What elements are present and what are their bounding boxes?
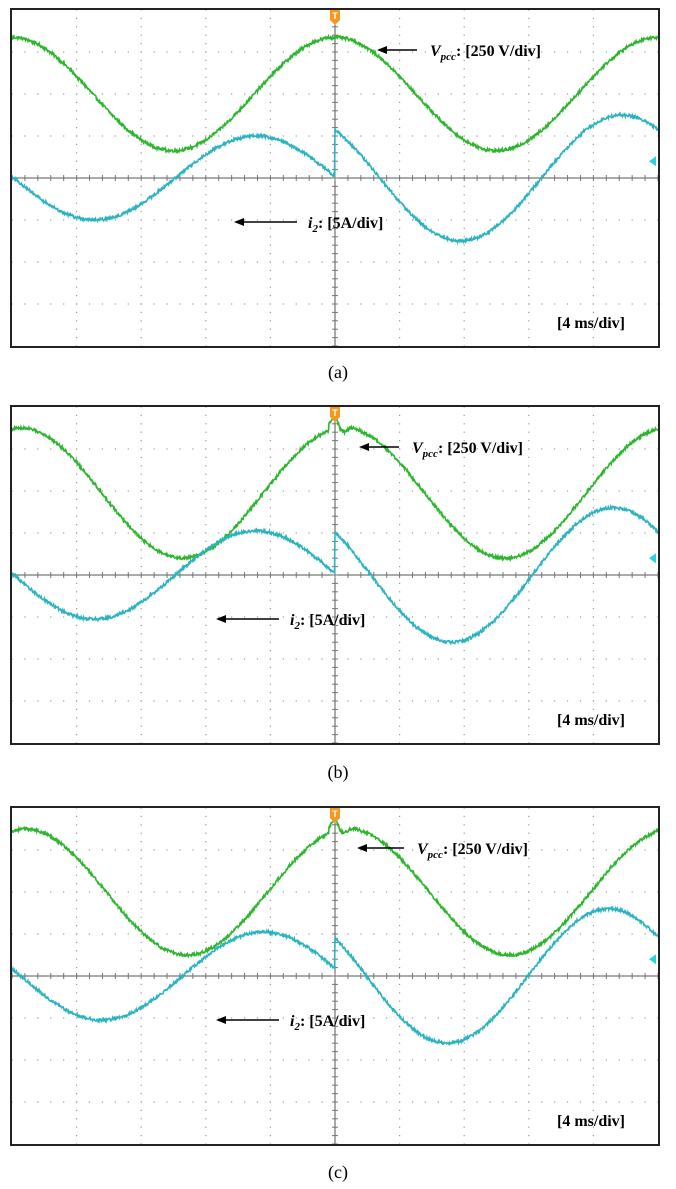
scope-plot-b: T Vpcc: [250 V/div] i2: [5A/div] [4 ms/div]	[12, 407, 658, 743]
scope-plot-c: T Vpcc: [250 V/div] i2: [5A/div] [4 ms/div]	[12, 808, 658, 1144]
scope-panel-c: T Vpcc: [250 V/div] i2: [5A/div] [4 ms/div]	[10, 806, 660, 1146]
trigger-marker-icon: T	[330, 10, 340, 25]
time-div-label: [4 ms/div]	[557, 1113, 625, 1130]
vpcc-arrow-icon	[377, 46, 417, 54]
trigger-marker-label: T	[332, 809, 338, 819]
i2-arrow-icon	[234, 218, 297, 226]
vpcc-trace	[12, 33, 658, 154]
i2-label: i2: [5A/div]	[290, 612, 365, 632]
scope-panel-a: T Vpcc: [250 V/div] i2: [5A/div] [4 ms/div]	[10, 8, 660, 348]
i2-trace	[12, 111, 658, 246]
trigger-marker-label: T	[332, 408, 338, 418]
caption-b: (b)	[327, 762, 349, 782]
i2-arrow-icon	[216, 615, 279, 623]
caption-c: (c)	[328, 1162, 348, 1182]
trigger-marker-icon: T	[330, 808, 340, 823]
time-div-label: [4 ms/div]	[557, 315, 625, 332]
time-div-label: [4 ms/div]	[557, 712, 625, 729]
i2-label: i2: [5A/div]	[308, 215, 383, 235]
ch2-level-marker-icon	[649, 954, 656, 965]
vpcc-arrow-icon	[357, 844, 404, 852]
scope-plot-a: T Vpcc: [250 V/div] i2: [5A/div] [4 ms/div]	[12, 10, 658, 346]
vpcc-label: Vpcc: [250 V/div]	[417, 841, 528, 861]
i2-trace	[12, 905, 658, 1046]
scope-panel-b: T Vpcc: [250 V/div] i2: [5A/div] [4 ms/div]	[10, 405, 660, 745]
i2-trace	[12, 503, 658, 646]
i2-arrow-icon	[216, 1016, 279, 1024]
vpcc-label: Vpcc: [250 V/div]	[430, 43, 541, 63]
caption-a: (a)	[328, 362, 348, 382]
ch2-level-marker-icon	[649, 156, 656, 167]
vpcc-arrow-icon	[359, 443, 399, 451]
vpcc-label: Vpcc: [250 V/div]	[412, 440, 523, 460]
trigger-marker-label: T	[332, 11, 338, 21]
ch2-level-marker-icon	[649, 553, 656, 564]
trigger-marker-icon: T	[330, 407, 340, 422]
i2-label: i2: [5A/div]	[290, 1013, 365, 1033]
